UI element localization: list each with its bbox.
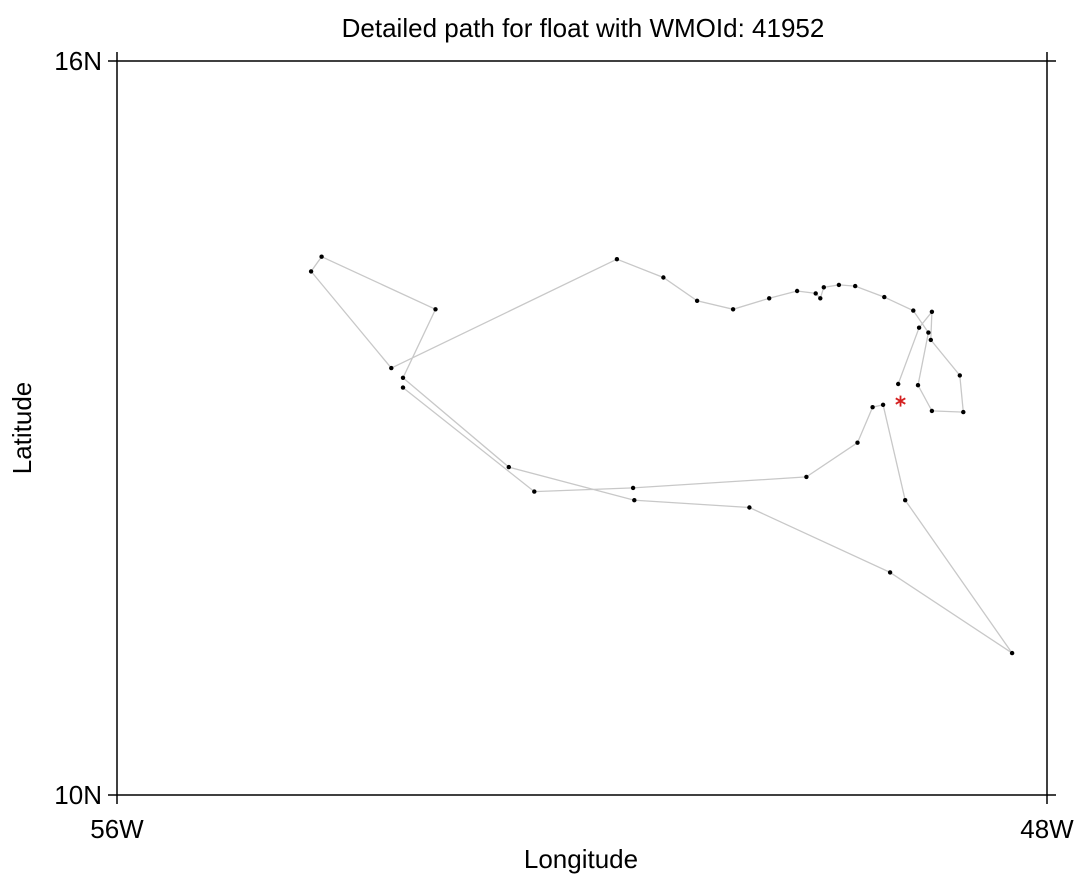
float-position-point — [1009, 650, 1015, 656]
x-axis-label: Longitude — [524, 844, 638, 874]
float-position-point — [506, 464, 511, 470]
float-position-point — [794, 288, 800, 294]
float-position-point — [433, 307, 438, 312]
float-position-point — [767, 296, 772, 301]
axis-ticks — [108, 52, 1056, 804]
float-position-point — [926, 330, 931, 335]
float-position-point — [929, 408, 935, 414]
float-position-point — [880, 402, 886, 407]
float-position-point — [630, 485, 636, 491]
current-position — [895, 395, 906, 407]
axis-tick-labels: 56W 48W 10N 16N — [54, 46, 1074, 844]
x-tick-label: 56W — [90, 814, 144, 844]
float-position-point — [836, 282, 842, 288]
float-positions — [308, 254, 1015, 656]
float-position-point — [661, 275, 666, 280]
float-position-point — [855, 440, 860, 445]
float-position-point — [957, 373, 962, 378]
float-position-point — [818, 296, 823, 301]
float-position-point — [804, 474, 809, 480]
float-position-point — [928, 337, 933, 343]
current-position-asterisk-marker — [895, 395, 906, 407]
float-track — [310, 255, 1013, 654]
float-position-point — [911, 308, 916, 313]
float-position-point — [319, 254, 324, 259]
float-position-point — [389, 365, 394, 371]
float-position-point — [400, 375, 406, 380]
float-position-point — [821, 285, 826, 290]
float-position-point — [614, 257, 620, 262]
float-position-point — [915, 383, 921, 388]
float-position-point — [747, 505, 752, 510]
float-position-point — [916, 325, 922, 330]
float-position-point — [929, 309, 935, 314]
float-position-point — [961, 409, 966, 415]
float-position-point — [903, 498, 908, 503]
float-position-point — [853, 283, 858, 289]
y-tick-label: 10N — [54, 780, 102, 810]
float-position-point — [730, 307, 736, 312]
float-position-point — [882, 294, 887, 300]
float-position-point — [308, 269, 314, 274]
y-tick-label: 16N — [54, 46, 102, 76]
float-position-point — [400, 385, 406, 390]
float-track-line — [310, 255, 1013, 654]
float-position-point — [532, 489, 537, 494]
chart-title: Detailed path for float with WMOId: 4195… — [342, 13, 825, 43]
x-tick-label: 48W — [1020, 814, 1074, 844]
float-position-point — [813, 291, 818, 296]
float-position-point — [694, 298, 700, 303]
float-position-point — [887, 570, 893, 575]
float-position-point — [870, 405, 875, 410]
y-axis-label: Latitude — [7, 382, 37, 475]
float-position-point — [632, 498, 637, 503]
plot-area-frame — [116, 60, 1048, 796]
float-position-point — [896, 381, 901, 387]
